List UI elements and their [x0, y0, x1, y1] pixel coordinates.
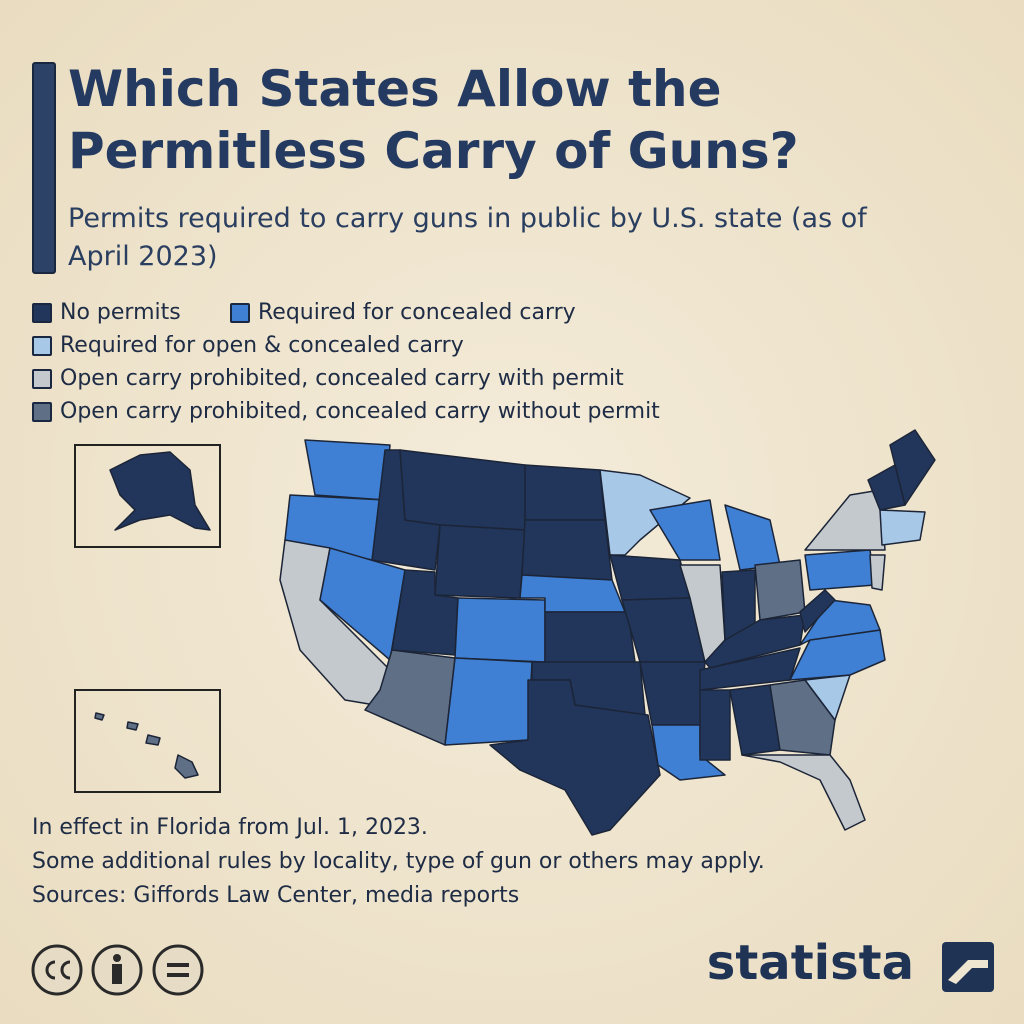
region — [126, 721, 139, 731]
legend-item: No permits — [32, 300, 181, 325]
legend-item: Open carry prohibited, concealed carry w… — [32, 399, 660, 424]
icon — [167, 963, 189, 967]
region — [174, 754, 199, 779]
region — [489, 679, 661, 836]
region — [869, 554, 886, 591]
legend-label: Open carry prohibited, concealed carry w… — [60, 399, 660, 424]
region — [304, 439, 391, 501]
region — [789, 629, 886, 681]
region — [649, 499, 721, 561]
region — [399, 449, 526, 531]
region — [609, 554, 691, 601]
region — [434, 524, 526, 599]
legend-swatch — [32, 335, 52, 356]
region — [867, 464, 906, 511]
region — [454, 597, 546, 663]
legend-label: Required for open & concealed carry — [60, 333, 464, 358]
inset-frame — [74, 689, 221, 793]
legend-swatch — [32, 302, 52, 323]
icon — [113, 954, 121, 962]
icon — [167, 973, 189, 977]
legend-swatch — [32, 401, 52, 422]
inset-frame — [74, 444, 221, 548]
region — [109, 451, 211, 531]
legend-item: Required for open & concealed carry — [32, 333, 464, 358]
region — [879, 509, 926, 546]
icon — [31, 944, 83, 996]
region — [741, 754, 866, 831]
icon — [112, 964, 122, 984]
region — [804, 489, 886, 551]
accent-bar — [32, 62, 56, 274]
region — [364, 649, 456, 746]
legend-label: Open carry prohibited, concealed carry w… — [60, 366, 624, 391]
legend-label: No permits — [60, 300, 181, 325]
region — [521, 519, 613, 581]
icon — [45, 960, 71, 980]
region — [145, 734, 161, 746]
note: Some additional rules by locality, type … — [32, 849, 765, 874]
region — [724, 504, 781, 571]
region — [804, 549, 876, 591]
cc-icons — [31, 944, 204, 996]
region — [444, 657, 533, 746]
region — [94, 712, 105, 721]
region — [699, 689, 731, 761]
note: In effect in Florida from Jul. 1, 2023. — [32, 815, 428, 840]
region — [544, 611, 636, 663]
legend-item: Required for concealed carry — [230, 300, 576, 325]
region — [799, 589, 836, 633]
legend-item: Open carry prohibited, concealed carry w… — [32, 366, 624, 391]
region — [754, 559, 806, 621]
logo — [948, 960, 988, 984]
legend-swatch — [230, 302, 250, 323]
brand-logo — [942, 942, 994, 992]
region — [524, 464, 606, 521]
subtitle: Permits required to carry guns in public… — [68, 203, 867, 272]
legend-label: Required for concealed carry — [258, 300, 576, 325]
region — [639, 661, 706, 726]
brand: statista — [706, 935, 914, 991]
title: Which States Allow the Permitless Carry … — [68, 60, 799, 180]
icon — [152, 944, 204, 996]
note: Sources: Giffords Law Center, media repo… — [32, 883, 520, 908]
legend-swatch — [32, 368, 52, 389]
